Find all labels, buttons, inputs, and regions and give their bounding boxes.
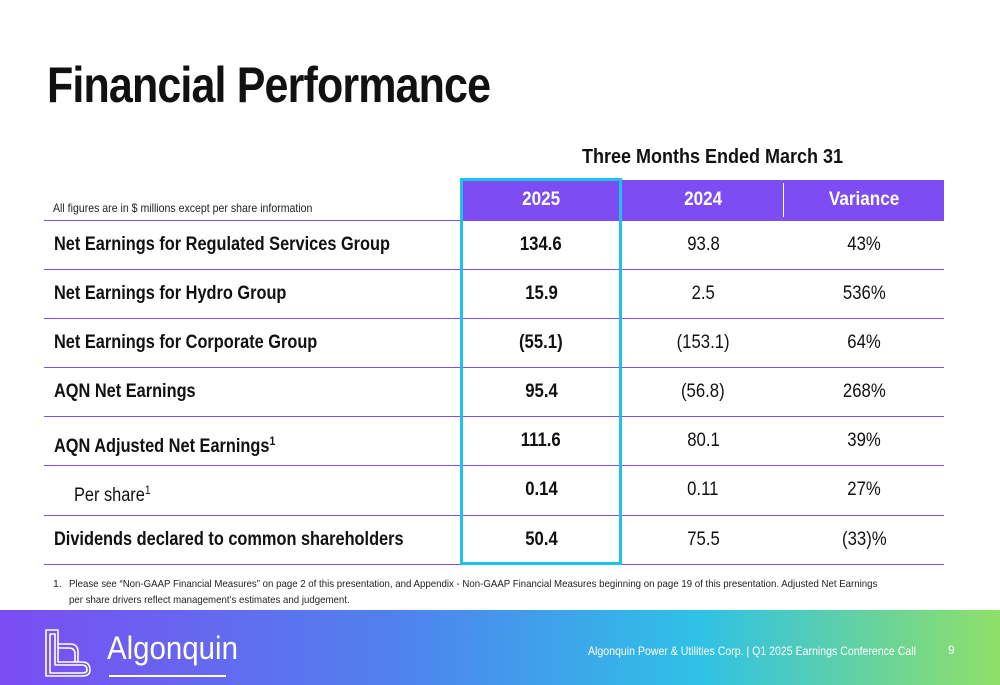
header-cell-variance: Variance — [784, 180, 944, 220]
row-label: Net Earnings for Regulated Services Grou… — [54, 234, 390, 255]
row-label: Net Earnings for Hydro Group — [54, 283, 287, 304]
table-row: Net Earnings for Corporate Group (55.1) … — [44, 319, 944, 367]
value-variance: 43% — [847, 234, 881, 255]
table-row: Dividends declared to common shareholder… — [44, 516, 944, 564]
value-2025: 50.4 — [524, 529, 558, 550]
logo-wordmark: Algonquin — [107, 630, 238, 666]
header-label-variance: Variance — [828, 189, 900, 210]
header-label-2025: 2025 — [521, 189, 561, 210]
value-2024: 2.5 — [691, 283, 715, 304]
row-label: Dividends declared to common shareholder… — [54, 529, 404, 550]
row-label: AQN Adjusted Net Earnings1 — [54, 434, 276, 457]
value-2025: 134.6 — [520, 234, 562, 255]
value-2024: 0.11 — [687, 479, 719, 500]
header-cell-2025: 2025 — [460, 180, 622, 220]
value-2025: 15.9 — [524, 283, 558, 304]
value-2024: 93.8 — [686, 234, 720, 255]
value-variance: 536% — [842, 283, 886, 304]
row-label: AQN Net Earnings — [54, 381, 196, 402]
row-divider — [44, 416, 944, 417]
row-divider — [44, 465, 944, 466]
value-variance: (33)% — [841, 529, 887, 550]
value-2024: (56.8) — [681, 381, 725, 402]
logo-underline — [109, 675, 226, 677]
footnote-marker: 1 — [144, 483, 151, 497]
header-cell-2024: 2024 — [622, 180, 784, 220]
value-variance: 268% — [842, 381, 886, 402]
table-row: Net Earnings for Regulated Services Grou… — [44, 221, 944, 269]
header-divider — [783, 183, 784, 217]
row-divider — [44, 367, 944, 368]
table-row: Per share1 0.14 0.11 27% — [44, 466, 944, 514]
units-note: All figures are in $ millions except per… — [53, 201, 313, 215]
value-2024: (153.1) — [676, 332, 730, 353]
table-row: AQN Adjusted Net Earnings1 111.6 80.1 39… — [44, 417, 944, 465]
value-2024: 80.1 — [686, 430, 720, 451]
value-variance: 64% — [847, 332, 881, 353]
slide-title: Financial Performance — [47, 57, 491, 113]
footer-caption: Algonquin Power & Utilities Corp. | Q1 2… — [588, 644, 916, 658]
period-heading: Three Months Ended March 31 — [582, 146, 844, 168]
value-2025: (55.1) — [519, 332, 563, 353]
footnote-text: Please see “Non-GAAP Financial Measures”… — [69, 578, 878, 606]
table-row: AQN Net Earnings 95.4 (56.8) 268% — [44, 368, 944, 416]
value-variance: 27% — [847, 479, 881, 500]
value-2024: 75.5 — [686, 529, 720, 550]
value-variance: 39% — [847, 430, 881, 451]
footnote-number: 1. — [53, 578, 62, 590]
row-divider — [44, 318, 944, 319]
value-2025: 111.6 — [520, 430, 561, 451]
header-label-2024: 2024 — [683, 189, 723, 210]
row-label: Net Earnings for Corporate Group — [54, 332, 318, 353]
value-2025: 0.14 — [524, 479, 558, 500]
footnote-marker: 1 — [269, 434, 276, 448]
algonquin-logo-icon — [42, 626, 94, 685]
row-divider — [44, 564, 944, 565]
table-row: Net Earnings for Hydro Group 15.9 2.5 53… — [44, 270, 944, 318]
value-2025: 95.4 — [524, 381, 558, 402]
footer-bar: Algonquin Algonquin Power & Utilities Co… — [0, 610, 1000, 685]
row-divider — [44, 269, 944, 270]
page-number: 9 — [948, 643, 955, 657]
row-divider — [44, 220, 944, 221]
row-label: Per share1 — [74, 483, 151, 506]
row-divider — [44, 515, 944, 516]
